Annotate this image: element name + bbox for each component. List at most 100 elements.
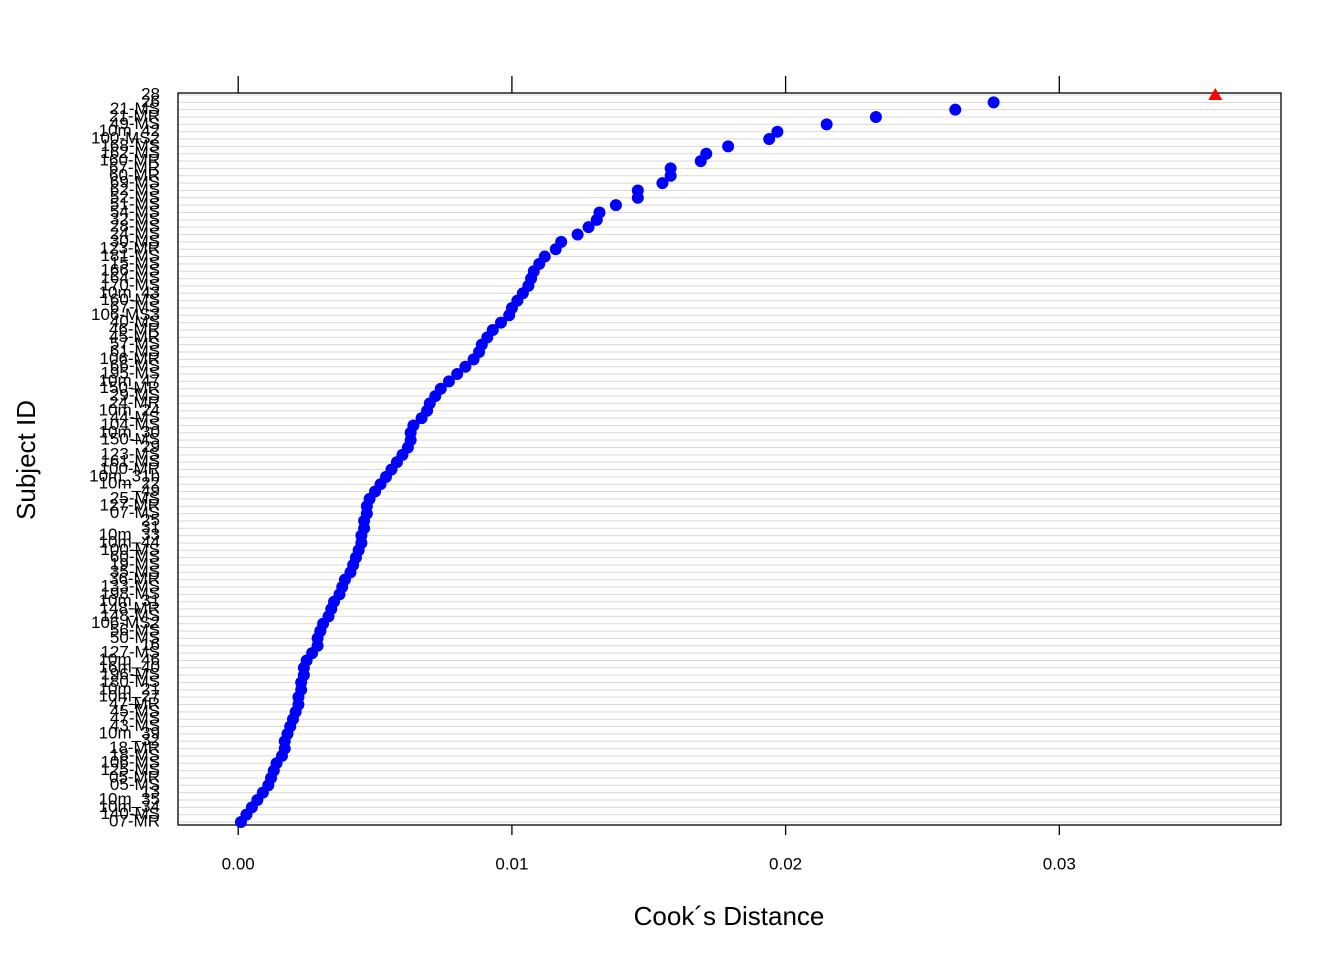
y-tick-label: 16 <box>141 635 160 654</box>
y-tick-label: 10m_30 <box>99 422 160 441</box>
y-tick-label: 127-MR <box>100 496 160 515</box>
y-tick-label: 07-MR <box>109 811 160 830</box>
y-tick-label: 10m_24 <box>99 400 160 419</box>
outlier-point <box>1208 88 1223 100</box>
y-tick-label: 18-MS <box>110 745 160 764</box>
y-tick-label: 05-MS <box>110 775 160 794</box>
point <box>631 184 644 197</box>
y-tick-label: 106-MS2 <box>91 613 160 632</box>
point <box>571 228 584 241</box>
y-tick-label: 21-MS <box>110 99 160 118</box>
y-tick-label: 123-MR <box>100 239 160 258</box>
point <box>593 206 606 219</box>
point <box>771 125 784 138</box>
y-tick-label: 45-MS <box>110 701 160 720</box>
y-tick-label: 29 <box>141 437 160 456</box>
y-tick-label: 127-MS <box>100 643 160 662</box>
y-tick-label: 140-MS <box>100 804 160 823</box>
y-tick-label: 100-MR <box>100 459 160 478</box>
point <box>407 419 420 432</box>
x-axis-title: Cook´s Distance <box>634 901 825 931</box>
y-tick-label: 196-MS <box>100 665 160 684</box>
y-tick-label: 10m_42 <box>99 121 160 140</box>
x-tick-label: 0.03 <box>1043 854 1076 873</box>
y-tick-label: 170-MS <box>100 275 160 294</box>
y-tick-label: 44-MS <box>110 408 160 427</box>
y-tick-label: 31 <box>141 518 160 537</box>
y-tick-label: 100-MS2 <box>91 129 160 148</box>
y-tick-label: 106-MR <box>100 349 160 368</box>
y-tick-label: 10m_35 <box>99 789 160 808</box>
y-tick-label: 10m_33 <box>99 525 160 544</box>
y-tick-label: 150-MR <box>100 378 160 397</box>
point <box>434 382 447 395</box>
y-tick-label: 49-MS <box>110 114 160 133</box>
y-tick-label: 57-MS <box>110 334 160 353</box>
y-tick-label: 15-MS <box>110 253 160 272</box>
y-tick-label: 133-MS <box>100 576 160 595</box>
y-tick-label: 106-MS <box>100 753 160 772</box>
y-tick-label: 10m_34 <box>99 797 160 816</box>
y-tick-label: 164-MS <box>100 268 160 287</box>
y-tick-label: 62-MS <box>110 180 160 199</box>
y-tick-label: 67-MS <box>110 297 160 316</box>
y-tick-label: 54-MS <box>110 202 160 221</box>
point <box>664 162 677 175</box>
y-tick-label: 40-MS <box>110 312 160 331</box>
point <box>609 199 622 212</box>
point <box>949 103 962 116</box>
y-tick-label: 10m_22 <box>99 474 160 493</box>
y-tick-label: 07-MS <box>110 503 160 522</box>
y-tick-label: 61-MS <box>110 342 160 361</box>
y-tick-label: 198-MS <box>100 584 160 603</box>
y-tick-label: 168-MS <box>100 136 160 155</box>
point <box>538 250 551 263</box>
y-tick-label: 05-MR <box>109 767 160 786</box>
y-tick-label: 66-MS <box>110 356 160 375</box>
y-tick-label: 56-MS <box>110 621 160 640</box>
y-tick-label: 148-MS <box>100 606 160 625</box>
y-tick-label: 21-MR <box>109 107 160 126</box>
y-tick-label: 60-MS <box>110 547 160 566</box>
point <box>656 177 669 190</box>
y-tick-label: 161-MS <box>100 452 160 471</box>
y-tick-label: 166-MS <box>100 261 160 280</box>
y-tick-label: 25-MS <box>110 488 160 507</box>
y-tick-label: 150-MS <box>100 430 160 449</box>
y-tick-label: 49 <box>141 481 160 500</box>
point <box>486 323 499 336</box>
y-tick-label: 46-MR <box>109 319 160 338</box>
y-tick-label: 36-MR <box>109 569 160 588</box>
x-tick-label: 0.02 <box>769 854 802 873</box>
y-tick-label: 16m_40 <box>99 657 160 676</box>
point <box>451 368 464 381</box>
y-tick-label: 181-MS <box>100 246 160 265</box>
y-tick-label: 195-MS <box>100 364 160 383</box>
y-tick-label: 10m_39 <box>99 723 160 742</box>
y-tick-label: 106-MS3 <box>91 305 160 324</box>
point <box>555 235 568 248</box>
y-tick-label: 29-MS <box>110 386 160 405</box>
point <box>494 316 507 329</box>
y-tick-label: 10m_43 <box>99 283 160 302</box>
point <box>442 375 455 388</box>
x-tick-label: 0.00 <box>222 854 255 873</box>
y-tick-label: 100-MS <box>100 540 160 559</box>
y-tick-label: 24-MS <box>110 224 160 243</box>
point <box>820 118 833 131</box>
y-tick-label: 18-MR <box>109 738 160 757</box>
y-tick-label: 26 <box>141 92 160 111</box>
y-tick-label: 123-MS <box>100 444 160 463</box>
y-tick-label: 10m_27 <box>99 687 160 706</box>
y-tick-label: 47-MR <box>109 694 160 713</box>
y-tick-label: 19-MS <box>110 554 160 573</box>
y-axis-title: Subject ID <box>11 400 41 520</box>
y-tick-label: 35-MS <box>110 562 160 581</box>
y-tick-label: 10m_31b <box>89 466 160 485</box>
y-tick-label: 10m_31 <box>99 591 160 610</box>
y-tick-label: 52-MS <box>110 187 160 206</box>
y-tick-label: 45-MR <box>109 327 160 346</box>
x-tick-label: 0.01 <box>495 854 528 873</box>
y-tick-label: 67-MR <box>109 158 160 177</box>
